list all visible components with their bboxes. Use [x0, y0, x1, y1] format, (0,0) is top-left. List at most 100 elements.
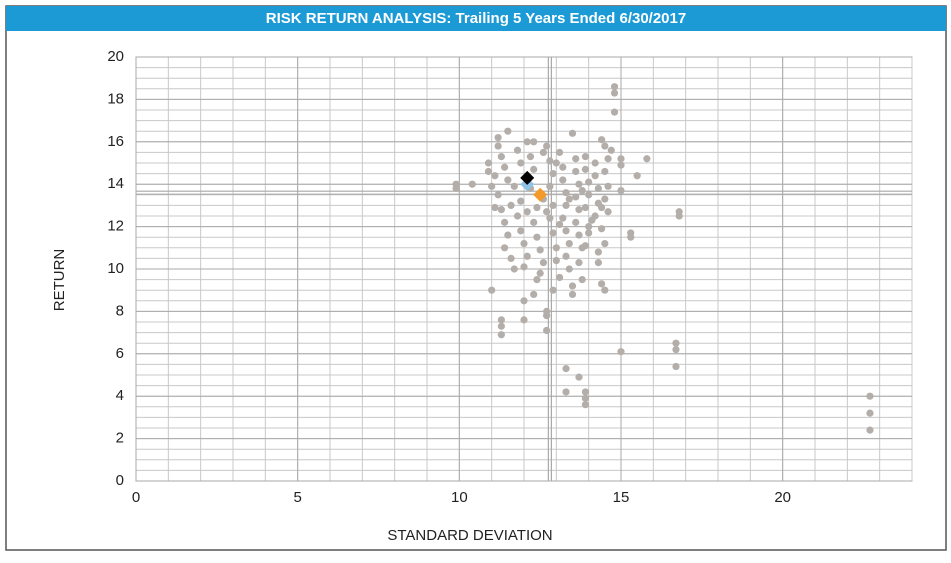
point — [581, 165, 590, 173]
point — [565, 239, 573, 248]
point — [604, 208, 612, 216]
point — [543, 326, 551, 335]
point — [575, 259, 583, 267]
point — [552, 244, 560, 252]
y-axis-label: RETURN — [51, 249, 68, 312]
point — [604, 155, 612, 163]
point — [517, 159, 525, 167]
point — [562, 388, 570, 396]
point — [866, 426, 874, 434]
point — [572, 218, 580, 226]
point — [488, 286, 496, 294]
point — [507, 254, 515, 262]
point — [484, 159, 493, 167]
point — [617, 348, 625, 356]
point — [552, 256, 560, 265]
point — [562, 201, 570, 209]
point — [552, 159, 560, 167]
point — [513, 212, 522, 220]
point — [520, 316, 528, 324]
point — [568, 282, 577, 290]
point — [572, 193, 580, 201]
point — [675, 208, 683, 216]
point — [501, 163, 509, 171]
point — [591, 172, 599, 180]
point — [517, 197, 525, 205]
point — [533, 276, 541, 284]
point — [601, 239, 609, 248]
point — [546, 157, 554, 165]
point — [539, 259, 548, 267]
point — [598, 136, 606, 144]
point — [520, 297, 528, 305]
point — [594, 248, 602, 256]
point — [543, 142, 551, 150]
point — [617, 161, 625, 169]
point — [601, 286, 609, 294]
point — [565, 265, 573, 273]
point — [572, 155, 580, 163]
y-tick-label: 2 — [116, 430, 124, 447]
point — [501, 244, 509, 252]
point — [543, 208, 551, 216]
point — [549, 201, 557, 209]
point — [555, 220, 564, 229]
point — [539, 148, 548, 156]
point — [452, 184, 460, 193]
title-bar — [6, 6, 946, 31]
point — [501, 218, 509, 226]
point — [598, 280, 606, 288]
point — [672, 345, 680, 354]
point — [530, 290, 538, 299]
point — [575, 231, 583, 239]
point — [488, 182, 496, 190]
point — [549, 286, 557, 294]
point — [617, 155, 625, 163]
point — [523, 208, 531, 216]
point — [578, 276, 586, 284]
point — [494, 142, 502, 150]
point — [555, 273, 564, 282]
point — [643, 155, 651, 163]
point — [491, 203, 499, 212]
point — [497, 331, 505, 339]
point — [562, 189, 570, 197]
x-tick-label: 0 — [132, 489, 140, 506]
y-tick-label: 16 — [107, 133, 124, 150]
point — [568, 129, 577, 137]
point — [530, 138, 538, 146]
point — [494, 191, 502, 199]
point — [575, 373, 583, 381]
x-tick-label: 15 — [613, 489, 630, 506]
point — [533, 203, 541, 212]
point — [866, 409, 874, 417]
point — [568, 290, 577, 299]
point — [866, 392, 874, 400]
point — [530, 165, 538, 173]
point — [543, 312, 551, 320]
y-tick-label: 6 — [116, 345, 124, 362]
point — [523, 252, 531, 260]
x-tick-label: 10 — [451, 489, 468, 506]
point — [536, 246, 544, 254]
y-tick-label: 12 — [107, 218, 124, 235]
point — [504, 127, 512, 135]
point — [513, 146, 522, 154]
point — [581, 203, 590, 212]
point — [555, 148, 564, 156]
point — [497, 316, 505, 324]
point — [484, 167, 493, 176]
point — [526, 153, 535, 161]
point — [565, 195, 573, 203]
point — [598, 203, 606, 212]
diamond-point — [520, 170, 535, 185]
point — [549, 170, 557, 178]
point — [491, 172, 499, 180]
chart-title: RISK RETURN ANALYSIS: Trailing 5 Years E… — [266, 10, 686, 27]
point — [585, 191, 593, 199]
x-axis-label: STANDARD DEVIATION — [387, 527, 552, 544]
point — [672, 362, 680, 371]
point — [617, 186, 625, 195]
point — [559, 176, 567, 184]
